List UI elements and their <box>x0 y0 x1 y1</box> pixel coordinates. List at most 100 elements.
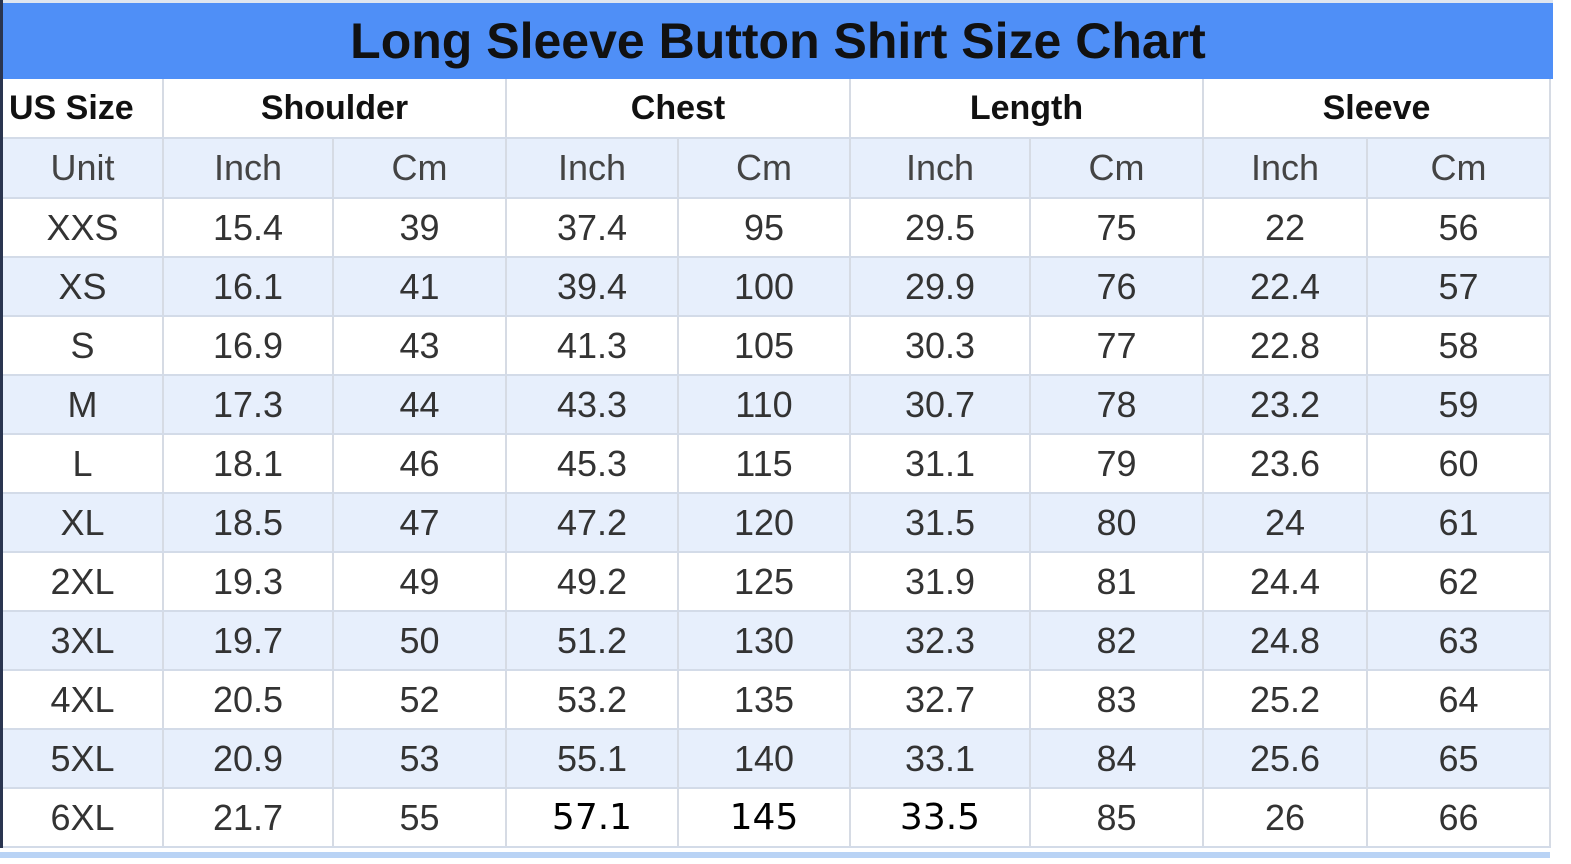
value-cell: 63 <box>1367 611 1552 671</box>
table-row: XL 18.5 47 47.2 120 31.5 80 24 61 <box>3 493 1552 553</box>
value-cell: 53 <box>333 729 507 789</box>
value-cell: 17.3 <box>163 375 334 435</box>
value-cell: 65 <box>1367 729 1552 789</box>
unit-row: Unit Inch Cm Inch Cm Inch Cm Inch Cm <box>3 138 1552 199</box>
value-cell: 18.1 <box>163 434 334 494</box>
value-cell: 78 <box>1030 375 1204 435</box>
value-cell: 77 <box>1030 316 1204 376</box>
value-cell: 60 <box>1367 434 1552 494</box>
value-cell: 32.7 <box>850 670 1031 730</box>
unit-cell: Inch <box>506 138 679 199</box>
size-cell: 6XL <box>3 788 164 848</box>
value-cell: 23.2 <box>1203 375 1368 435</box>
value-cell: 145 <box>678 788 851 848</box>
value-cell: 55 <box>333 788 507 848</box>
value-cell: 105 <box>678 316 851 376</box>
size-table: US Size Shoulder Chest Length Sleeve Unit Inch… <box>3 79 1552 848</box>
value-cell: 85 <box>1030 788 1204 848</box>
value-cell: 57.1 <box>506 788 679 848</box>
size-cell: XXS <box>3 198 164 258</box>
value-cell: 33.5 <box>850 788 1031 848</box>
value-cell: 22.4 <box>1203 257 1368 317</box>
value-cell: 41 <box>333 257 507 317</box>
table-row: 3XL 19.7 50 51.2 130 32.3 82 24.8 63 <box>3 611 1552 671</box>
value-cell: 47.2 <box>506 493 679 553</box>
value-cell: 135 <box>678 670 851 730</box>
value-cell: 45.3 <box>506 434 679 494</box>
value-cell: 95 <box>678 198 851 258</box>
group-header: Sleeve <box>1203 79 1552 139</box>
value-cell: 16.9 <box>163 316 334 376</box>
value-cell: 51.2 <box>506 611 679 671</box>
unit-cell: Unit <box>3 138 164 199</box>
group-header-row: US Size Shoulder Chest Length Sleeve <box>3 79 1552 139</box>
size-chart: Long Sleeve Button Shirt Size Chart US S… <box>0 0 1553 848</box>
table-row: L 18.1 46 45.3 115 31.1 79 23.6 60 <box>3 434 1552 494</box>
size-cell: S <box>3 316 164 376</box>
value-cell: 39.4 <box>506 257 679 317</box>
unit-cell: Cm <box>1367 138 1552 199</box>
value-cell: 25.2 <box>1203 670 1368 730</box>
group-header: Chest <box>506 79 851 139</box>
value-cell: 49.2 <box>506 552 679 612</box>
value-cell: 44 <box>333 375 507 435</box>
value-cell: 53.2 <box>506 670 679 730</box>
value-cell: 24.8 <box>1203 611 1368 671</box>
value-cell: 23.6 <box>1203 434 1368 494</box>
size-cell: 3XL <box>3 611 164 671</box>
value-cell: 56 <box>1367 198 1552 258</box>
value-cell: 125 <box>678 552 851 612</box>
value-cell: 58 <box>1367 316 1552 376</box>
value-cell: 57 <box>1367 257 1552 317</box>
value-cell: 115 <box>678 434 851 494</box>
group-header: US Size <box>3 79 164 139</box>
unit-cell: Inch <box>1203 138 1368 199</box>
value-cell: 25.6 <box>1203 729 1368 789</box>
value-cell: 20.9 <box>163 729 334 789</box>
value-cell: 64 <box>1367 670 1552 730</box>
group-header: Length <box>850 79 1204 139</box>
value-cell: 100 <box>678 257 851 317</box>
value-cell: 52 <box>333 670 507 730</box>
value-cell: 76 <box>1030 257 1204 317</box>
value-cell: 130 <box>678 611 851 671</box>
value-cell: 43.3 <box>506 375 679 435</box>
value-cell: 84 <box>1030 729 1204 789</box>
value-cell: 15.4 <box>163 198 334 258</box>
unit-cell: Inch <box>163 138 334 199</box>
value-cell: 41.3 <box>506 316 679 376</box>
value-cell: 33.1 <box>850 729 1031 789</box>
table-row: 6XL 21.7 55 57.1 145 33.5 85 26 66 <box>3 788 1552 848</box>
group-header: Shoulder <box>163 79 507 139</box>
table-row: XS 16.1 41 39.4 100 29.9 76 22.4 57 <box>3 257 1552 317</box>
size-cell: 4XL <box>3 670 164 730</box>
value-cell: 19.3 <box>163 552 334 612</box>
value-cell: 24 <box>1203 493 1368 553</box>
value-cell: 19.7 <box>163 611 334 671</box>
value-cell: 47 <box>333 493 507 553</box>
value-cell: 110 <box>678 375 851 435</box>
value-cell: 82 <box>1030 611 1204 671</box>
value-cell: 50 <box>333 611 507 671</box>
value-cell: 59 <box>1367 375 1552 435</box>
value-cell: 66 <box>1367 788 1552 848</box>
value-cell: 120 <box>678 493 851 553</box>
value-cell: 20.5 <box>163 670 334 730</box>
value-cell: 31.9 <box>850 552 1031 612</box>
unit-cell: Inch <box>850 138 1031 199</box>
value-cell: 32.3 <box>850 611 1031 671</box>
value-cell: 80 <box>1030 493 1204 553</box>
value-cell: 30.7 <box>850 375 1031 435</box>
value-cell: 22 <box>1203 198 1368 258</box>
value-cell: 31.1 <box>850 434 1031 494</box>
value-cell: 16.1 <box>163 257 334 317</box>
value-cell: 75 <box>1030 198 1204 258</box>
chart-title: Long Sleeve Button Shirt Size Chart <box>3 0 1553 79</box>
size-cell: XL <box>3 493 164 553</box>
table-row: S 16.9 43 41.3 105 30.3 77 22.8 58 <box>3 316 1552 376</box>
table-row: 4XL 20.5 52 53.2 135 32.7 83 25.2 64 <box>3 670 1552 730</box>
size-cell: XS <box>3 257 164 317</box>
unit-cell: Cm <box>333 138 507 199</box>
value-cell: 79 <box>1030 434 1204 494</box>
value-cell: 21.7 <box>163 788 334 848</box>
